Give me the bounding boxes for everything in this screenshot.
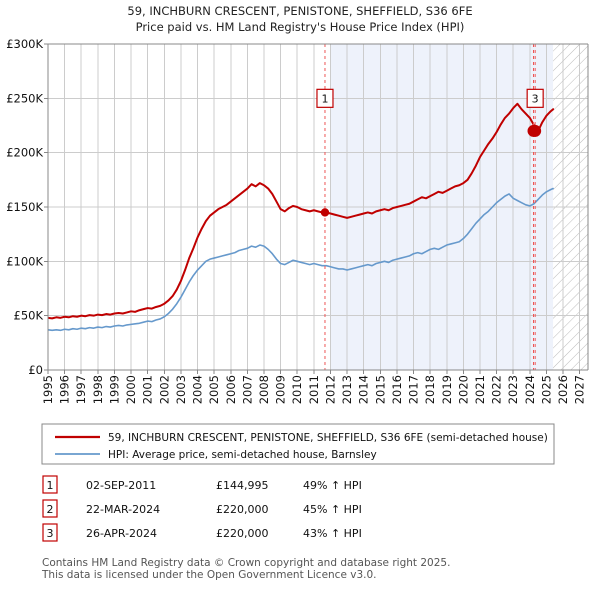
x-tick-label: 2017: [407, 375, 421, 404]
y-tick-label: £0: [28, 363, 43, 377]
row-index-label: 1: [47, 479, 54, 492]
x-tick-label: 2027: [573, 375, 587, 404]
legend-label-hpi: HPI: Average price, semi-detached house,…: [108, 449, 377, 461]
x-tick-label: 2014: [357, 375, 371, 404]
table-row[interactable]: 1 02-SEP-2011 £144,995 49% ↑ HPI: [42, 475, 362, 494]
marker-label-3[interactable]: 3: [526, 88, 544, 108]
legend-label-property: 59, INCHBURN CRESCENT, PENISTONE, SHEFFI…: [108, 432, 548, 444]
x-tick-label: 2006: [224, 375, 238, 404]
footer-line2: This data is licensed under the Open Gov…: [41, 569, 377, 581]
row-index-box: [42, 499, 58, 518]
y-tick-label: £300K: [6, 37, 43, 51]
marker-label-1[interactable]: 1: [316, 88, 334, 108]
x-tick-label: 2004: [191, 375, 205, 404]
x-tick-label: 2023: [506, 375, 520, 404]
x-tick-label: 2003: [174, 375, 188, 404]
y-axis-labels: £0 £50K £100K £150K £200K £250K £300K: [6, 37, 48, 377]
series-hpi-average: [48, 187, 554, 332]
x-tick-label: 2011: [307, 375, 321, 404]
row-price: £220,000: [216, 527, 269, 540]
table-row[interactable]: 2 22-MAR-2024 £220,000 45% ↑ HPI: [42, 499, 362, 518]
x-tick-label: 2018: [423, 375, 437, 404]
row-price: £220,000: [216, 503, 269, 516]
x-tick-label: 2016: [390, 375, 404, 404]
row-index-label: 3: [47, 527, 54, 540]
y-tick-label: £200K: [6, 146, 43, 160]
x-tick-label: 2005: [207, 375, 221, 404]
row-index-label: 2: [47, 503, 54, 516]
x-tick-label: 2025: [539, 375, 553, 404]
x-tick-label: 2010: [290, 375, 304, 404]
x-tick-label: 1997: [74, 375, 88, 404]
y-tick-label: £150K: [6, 200, 43, 214]
x-tick-label: 2008: [257, 375, 271, 404]
chart-title-line2: Price paid vs. HM Land Registry's House …: [136, 20, 465, 34]
row-date: 22-MAR-2024: [86, 503, 160, 516]
x-tick-label: 2021: [473, 375, 487, 404]
svg-text:3: 3: [532, 92, 539, 105]
marker-dot-3[interactable]: [529, 124, 542, 137]
x-axis-labels: 1995 1996 1997 1998 1999 2000 2001 2002 2003 2004…: [41, 370, 587, 404]
row-hpi-delta: 45% ↑ HPI: [303, 503, 362, 516]
row-date: 26-APR-2024: [86, 527, 157, 540]
row-date: 02-SEP-2011: [86, 479, 156, 492]
x-tick-label: 2022: [490, 375, 504, 404]
row-hpi-delta: 49% ↑ HPI: [303, 479, 362, 492]
data-series: [48, 102, 555, 332]
x-tick-label: 2015: [373, 375, 387, 404]
series-property-price: [48, 102, 555, 320]
x-tick-label: 2024: [523, 375, 537, 404]
chart-legend: 59, INCHBURN CRESCENT, PENISTONE, SHEFFI…: [41, 423, 555, 465]
x-tick-label: 2009: [274, 375, 288, 404]
x-tick-label: 2002: [157, 375, 171, 404]
x-tick-label: 2007: [240, 375, 254, 404]
x-tick-label: 2012: [323, 375, 337, 404]
table-row[interactable]: 3 26-APR-2024 £220,000 43% ↑ HPI: [42, 523, 362, 542]
svg-text:1: 1: [321, 92, 328, 105]
y-tick-label: £100K: [6, 254, 43, 268]
x-tick-label: 1998: [91, 375, 105, 404]
y-tick-label: £250K: [6, 91, 43, 105]
x-tick-label: 2013: [340, 375, 354, 404]
x-tick-label: 1995: [41, 375, 55, 404]
y-tick-label: £50K: [14, 309, 44, 323]
row-index-box: [42, 523, 58, 542]
row-price: £144,995: [216, 479, 269, 492]
x-tick-label: 2026: [556, 375, 570, 404]
x-tick-label: 2000: [124, 375, 138, 404]
x-tick-label: 1996: [58, 375, 72, 404]
footer-line1: Contains HM Land Registry data © Crown c…: [42, 557, 450, 569]
x-tick-label: 2020: [456, 375, 470, 404]
row-index-box: [42, 475, 58, 494]
legend-box: [41, 423, 555, 465]
row-hpi-delta: 43% ↑ HPI: [303, 527, 362, 540]
chart-title-line1: 59, INCHBURN CRESCENT, PENISTONE, SHEFFI…: [127, 4, 472, 18]
x-tick-label: 2019: [440, 375, 454, 404]
transactions-table: 1 02-SEP-2011 £144,995 49% ↑ HPI 2 22-MAR-202…: [42, 475, 362, 542]
marker-dot-1[interactable]: [320, 208, 330, 217]
x-tick-label: 2001: [141, 375, 155, 404]
x-tick-label: 1999: [107, 375, 121, 404]
